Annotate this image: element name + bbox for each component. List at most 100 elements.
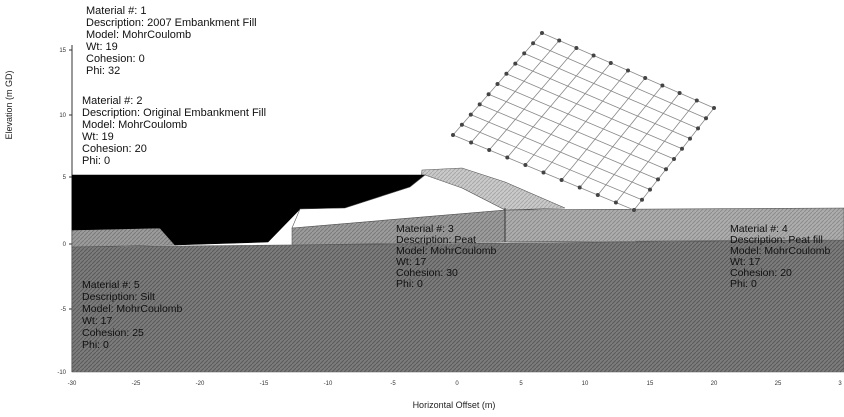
material-1-weight: Wt: 19 [86,41,118,53]
grid-node [523,163,528,167]
grid-node [643,76,648,80]
grid-node [688,136,692,141]
grid-line [506,73,683,150]
material-5-silt-region [71,239,844,373]
material-2-number: Material #: 2 [82,95,143,107]
material-1-phi: Phi: 32 [86,65,120,77]
x-tick-label: -20 [196,381,205,387]
slip-center-grid [451,31,716,212]
x-tick-label: -15 [260,381,269,387]
material-3-cohesion: Cohesion: 30 [396,267,458,279]
y-tick-label: 15 [59,48,66,54]
material-5-weight: Wt: 17 [82,315,113,327]
x-tick-label: 5 [519,381,523,387]
x-tick-label: -25 [132,381,141,387]
grid-node [468,112,473,117]
material-3-number: Material #: 3 [396,223,454,235]
grid-line [488,93,667,170]
x-tick-label: -10 [324,381,333,387]
grid-node [495,82,500,86]
grid-node [459,122,464,127]
grid-line [497,83,675,160]
grid-node [648,187,652,192]
white-gap-region [291,174,507,229]
grid-node [656,177,660,182]
x-tick-label: 3 [838,381,842,387]
grid-node [486,92,491,97]
x-tick-label: 15 [647,381,654,387]
grid-node [595,193,600,197]
x-tick-label: -5 [390,381,396,387]
grid-node [613,200,618,205]
y-tick-label: 10 [59,113,66,119]
material-2-cohesion: Cohesion: 20 [82,143,147,155]
y-tick-label: 5 [63,175,67,181]
material-5-description: Description: Silt [82,291,155,303]
grid-node [660,83,665,88]
material-4-cohesion: Cohesion: 20 [730,267,792,279]
material-2-model: Model: MohrCoulomb [82,119,187,131]
grid-node [704,116,708,121]
grid-node [487,148,492,152]
material-3-weight: Wt: 17 [396,256,427,268]
grid-node [540,31,544,35]
grid-line [461,124,643,201]
grid-node [577,185,582,190]
grid-node [557,38,562,43]
grid-node [680,146,684,151]
soil-profile [71,167,844,373]
grid-node [696,126,700,131]
grid-node [531,41,536,46]
material-4-description: Description: Peat fill [730,234,823,246]
material-3-label: Material #: 3 Description: Peat Model: M… [396,223,497,290]
grid-node [640,197,644,202]
grid-line [470,114,651,190]
grid-node [574,46,579,50]
x-tick-label: 0 [455,381,459,387]
material-1-label: Material #: 1 Description: 2007 Embankme… [86,5,257,77]
x-tick-label: 20 [711,381,718,387]
grid-node [469,140,474,145]
x-tick-label: -30 [68,381,77,387]
grid-node [477,102,482,107]
grid-node [541,170,546,175]
material-4-phi: Phi: 0 [730,278,757,290]
material-4-model: Model: MohrCoulomb [730,245,831,257]
material-2-weight: Wt: 19 [82,131,114,143]
material-5-model: Model: MohrCoulomb [82,303,183,315]
y-tick-label: 0 [63,242,67,248]
grid-node [677,91,682,95]
material-5-number: Material #: 5 [82,279,140,291]
material-3-model: Model: MohrCoulomb [396,245,497,257]
material-3-description: Description: Peat [396,234,476,246]
grid-line [532,42,707,119]
grid-node [591,53,596,58]
grid-node [694,98,699,103]
material-5-phi: Phi: 0 [82,339,109,351]
material-4-label: Material #: 4 Description: Peat fill Mod… [730,223,831,290]
grid-node [559,178,564,182]
material-5-label: Material #: 5 Description: Silt Model: M… [82,279,183,351]
y-tick-label: -10 [57,370,66,376]
material-2-label: Material #: 2 Description: Original Emba… [82,95,266,167]
grid-node [712,106,716,110]
material-3-phi: Phi: 0 [396,278,423,290]
grid-node [505,155,510,160]
material-4-weight: Wt: 17 [730,256,761,268]
material-1-number: Material #: 1 [86,5,147,17]
material-2-description: Description: Original Embankment Fill [82,107,266,119]
y-tick-label: -5 [61,307,67,313]
material-5-cohesion: Cohesion: 25 [82,327,144,339]
grid-node [664,167,668,172]
x-ticks: -30 -25 -20 -15 -10 -5 0 5 10 15 20 25 3 [68,381,843,387]
x-axis-label: Horizontal Offset (m) [413,400,496,410]
x-tick-label: 10 [582,381,589,387]
grid-line [515,63,691,139]
x-tick-label: 25 [775,381,782,387]
grid-node [672,157,676,161]
grid-node [451,133,455,137]
grid-node [513,61,518,66]
y-ticks: 15 10 5 0 -5 -10 [57,48,72,376]
grid-node [632,208,636,212]
